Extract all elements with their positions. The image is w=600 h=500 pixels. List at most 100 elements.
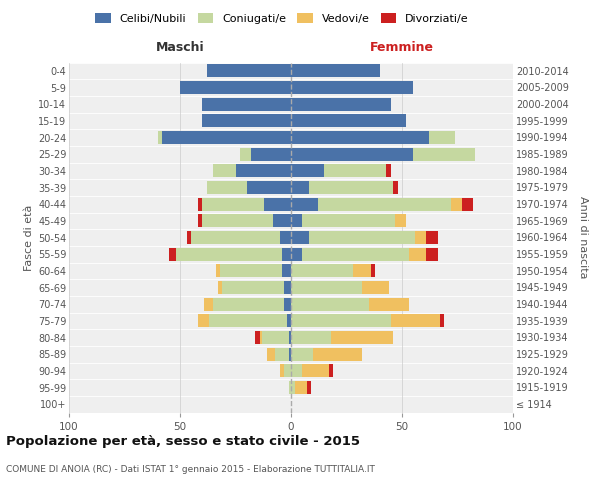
Bar xyxy=(220,264,282,278)
Bar xyxy=(218,281,222,294)
Text: Maschi: Maschi xyxy=(155,41,205,54)
Bar xyxy=(202,214,273,228)
Y-axis label: Fasce di età: Fasce di età xyxy=(23,204,34,270)
Bar xyxy=(202,114,291,128)
Bar xyxy=(291,198,317,210)
Bar xyxy=(309,231,415,244)
Y-axis label: Anni di nascita: Anni di nascita xyxy=(578,196,588,278)
Text: COMUNE DI ANOIA (RC) - Dati ISTAT 1° gennaio 2015 - Elaborazione TUTTITALIA.IT: COMUNE DI ANOIA (RC) - Dati ISTAT 1° gen… xyxy=(6,465,375,474)
Bar xyxy=(291,98,391,110)
Bar xyxy=(291,181,309,194)
Bar xyxy=(158,131,162,144)
Bar xyxy=(291,248,302,260)
Bar xyxy=(291,364,302,378)
Bar xyxy=(291,381,295,394)
Bar xyxy=(280,231,291,244)
Bar xyxy=(317,198,451,210)
Bar xyxy=(291,314,391,328)
Bar xyxy=(191,231,280,244)
Bar xyxy=(289,348,291,360)
Bar xyxy=(393,181,398,194)
Bar xyxy=(284,298,291,310)
Bar xyxy=(329,364,333,378)
Bar xyxy=(371,264,376,278)
Bar xyxy=(331,331,393,344)
Text: Femmine: Femmine xyxy=(370,41,434,54)
Bar xyxy=(302,248,409,260)
Bar xyxy=(309,181,393,194)
Legend: Celibi/Nubili, Coniugati/e, Vedovi/e, Divorziati/e: Celibi/Nubili, Coniugati/e, Vedovi/e, Di… xyxy=(95,13,469,24)
Bar xyxy=(291,298,368,310)
Bar xyxy=(176,248,282,260)
Bar xyxy=(353,264,371,278)
Bar xyxy=(291,81,413,94)
Bar xyxy=(198,198,202,210)
Bar xyxy=(280,364,284,378)
Bar xyxy=(260,331,262,344)
Bar xyxy=(240,148,251,160)
Bar xyxy=(209,314,287,328)
Bar xyxy=(427,231,437,244)
Bar xyxy=(368,298,409,310)
Bar xyxy=(291,164,325,177)
Bar xyxy=(187,231,191,244)
Bar xyxy=(451,198,462,210)
Bar xyxy=(295,381,307,394)
Bar xyxy=(215,264,220,278)
Bar xyxy=(202,198,265,210)
Bar xyxy=(265,198,291,210)
Bar xyxy=(291,64,380,78)
Bar xyxy=(325,164,386,177)
Bar xyxy=(362,281,389,294)
Bar xyxy=(289,381,291,394)
Bar xyxy=(214,164,235,177)
Bar xyxy=(266,348,275,360)
Bar xyxy=(282,264,291,278)
Bar xyxy=(202,98,291,110)
Bar xyxy=(395,214,406,228)
Bar xyxy=(440,314,444,328)
Bar xyxy=(291,231,309,244)
Bar xyxy=(162,131,291,144)
Bar xyxy=(206,181,247,194)
Bar xyxy=(291,214,302,228)
Bar xyxy=(284,364,291,378)
Bar xyxy=(235,164,291,177)
Bar xyxy=(284,281,291,294)
Bar xyxy=(302,214,395,228)
Bar xyxy=(205,298,214,310)
Bar xyxy=(313,348,362,360)
Bar xyxy=(198,214,202,228)
Bar xyxy=(256,331,260,344)
Bar xyxy=(198,314,209,328)
Bar xyxy=(462,198,473,210)
Bar xyxy=(291,331,331,344)
Bar xyxy=(391,314,440,328)
Bar xyxy=(409,248,427,260)
Bar xyxy=(291,281,362,294)
Bar xyxy=(291,348,313,360)
Text: Popolazione per età, sesso e stato civile - 2015: Popolazione per età, sesso e stato civil… xyxy=(6,435,360,448)
Bar xyxy=(273,214,291,228)
Bar xyxy=(251,148,291,160)
Bar xyxy=(307,381,311,394)
Bar xyxy=(213,298,284,310)
Bar xyxy=(291,114,406,128)
Bar xyxy=(302,364,329,378)
Bar xyxy=(291,264,353,278)
Bar xyxy=(222,281,284,294)
Bar xyxy=(413,148,475,160)
Bar xyxy=(291,131,428,144)
Bar xyxy=(287,314,291,328)
Bar xyxy=(291,148,413,160)
Bar xyxy=(247,181,291,194)
Bar xyxy=(415,231,427,244)
Bar xyxy=(386,164,391,177)
Bar xyxy=(282,248,291,260)
Bar xyxy=(428,131,455,144)
Bar xyxy=(169,248,176,260)
Bar xyxy=(427,248,437,260)
Bar xyxy=(180,81,291,94)
Bar xyxy=(275,348,289,360)
Bar xyxy=(262,331,289,344)
